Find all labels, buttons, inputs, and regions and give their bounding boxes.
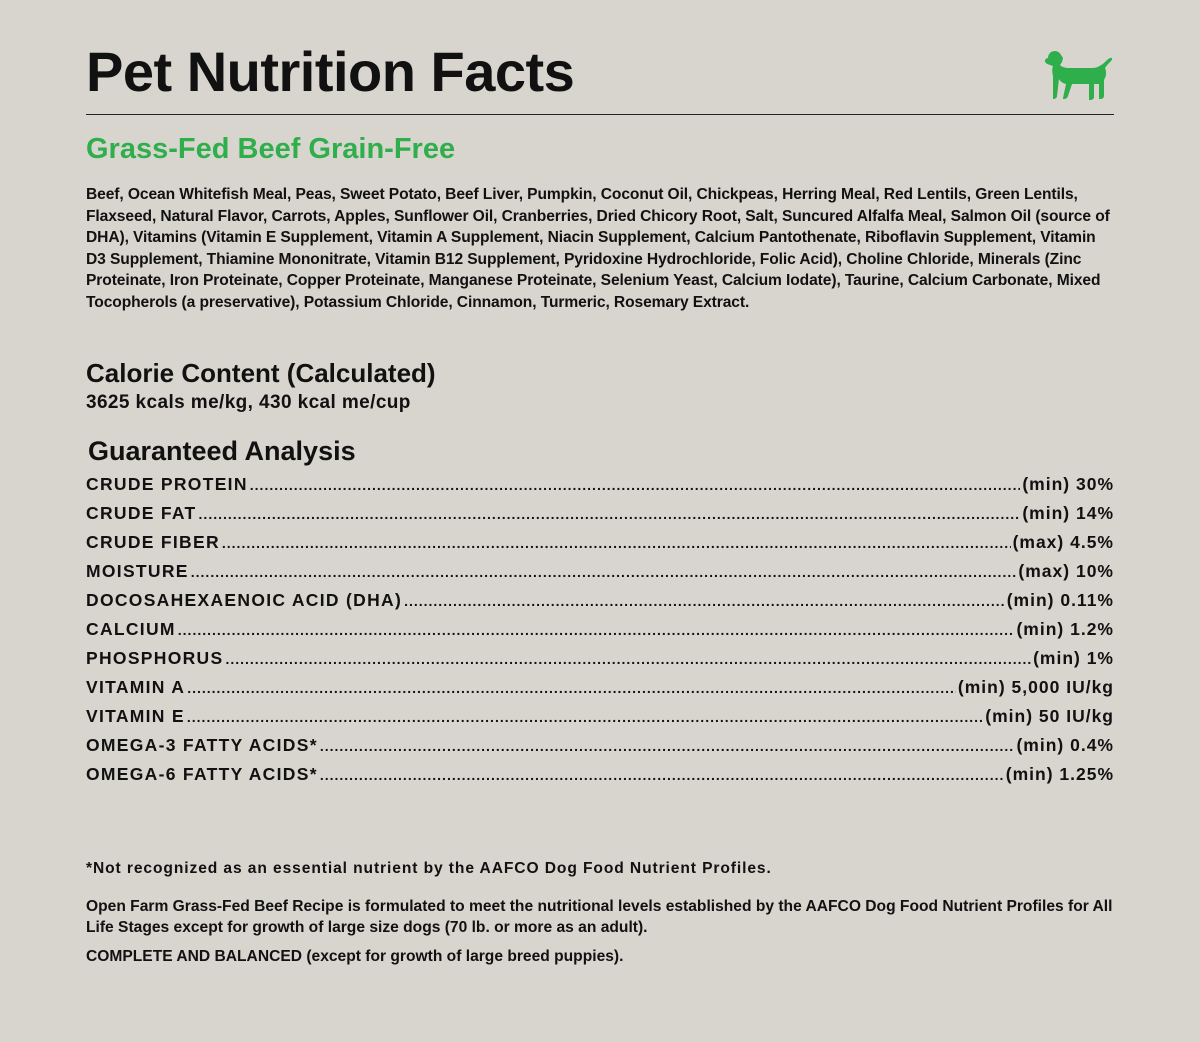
analysis-row: VITAMIN E (min) 50 IU/kg [86,706,1114,735]
nutrient-value: (min) 1.2% [1016,619,1114,639]
analysis-row: OMEGA-3 FATTY ACIDS* (min) 0.4% [86,735,1114,764]
dot-leader [199,506,1021,522]
nutrient-name: CRUDE FIBER [86,532,220,552]
nutrient-value: (min) 5,000 IU/kg [957,677,1114,697]
aafco-footnote: *Not recognized as an essential nutrient… [86,860,772,877]
dog-icon [1045,51,1113,100]
nutrient-name: VITAMIN A [86,677,186,697]
analysis-row: CRUDE FIBER (max) 4.5% [86,532,1114,561]
title-divider [86,114,1114,115]
dot-leader [222,535,1011,551]
complete-balanced-note: COMPLETE AND BALANCED (except for growth… [86,948,624,965]
nutrient-name: PHOSPHORUS [86,648,224,668]
page-title: Pet Nutrition Facts [86,40,575,103]
nutrient-value: (min) 0.11% [1006,590,1114,610]
dot-leader [320,738,1015,754]
dot-leader [187,680,956,696]
calorie-heading: Calorie Content (Calculated) [86,358,436,388]
nutrient-name: CRUDE FAT [86,503,197,523]
nutrient-value: (min) 1% [1033,648,1114,668]
analysis-row: MOISTURE (max) 10% [86,561,1114,590]
dot-leader [178,622,1015,638]
dot-leader [187,709,983,725]
analysis-row: PHOSPHORUS (min) 1% [86,648,1114,677]
dot-leader [250,477,1021,493]
calorie-value: 3625 kcals me/kg, 430 kcal me/cup [86,392,411,413]
nutrient-value: (min) 50 IU/kg [985,706,1114,726]
analysis-row: CALCIUM (min) 1.2% [86,619,1114,648]
ingredients-list: Beef, Ocean Whitefish Meal, Peas, Sweet … [86,186,1110,311]
aafco-statement: Open Farm Grass-Fed Beef Recipe is formu… [86,898,1113,936]
analysis-row: DOCOSAHEXAENOIC ACID (DHA) (min) 0.11% [86,590,1114,619]
analysis-table: CRUDE PROTEIN (min) 30% CRUDE FAT (min) … [86,474,1114,793]
nutrient-value: (min) 30% [1022,474,1114,494]
nutrient-value: (max) 10% [1018,561,1114,581]
dot-leader [404,593,1005,609]
analysis-heading: Guaranteed Analysis [88,436,356,466]
dot-leader [225,651,1031,667]
nutrient-name: CRUDE PROTEIN [86,474,248,494]
nutrient-name: OMEGA-6 FATTY ACIDS* [86,764,318,784]
nutrient-name: VITAMIN E [86,706,185,726]
nutrient-value: (max) 4.5% [1012,532,1114,552]
nutrient-name: OMEGA-3 FATTY ACIDS* [86,735,318,755]
dot-leader [320,767,1004,783]
nutrient-value: (min) 14% [1022,503,1114,523]
dot-leader [191,564,1017,580]
nutrient-name: DOCOSAHEXAENOIC ACID (DHA) [86,590,403,610]
analysis-row: CRUDE PROTEIN (min) 30% [86,474,1114,503]
nutrient-name: MOISTURE [86,561,189,581]
nutrient-value: (min) 1.25% [1005,764,1114,784]
analysis-row: VITAMIN A (min) 5,000 IU/kg [86,677,1114,706]
nutrient-value: (min) 0.4% [1016,735,1114,755]
analysis-row: CRUDE FAT (min) 14% [86,503,1114,532]
analysis-row: OMEGA-6 FATTY ACIDS* (min) 1.25% [86,764,1114,793]
nutrient-name: CALCIUM [86,619,176,639]
product-name: Grass-Fed Beef Grain-Free [86,133,456,165]
